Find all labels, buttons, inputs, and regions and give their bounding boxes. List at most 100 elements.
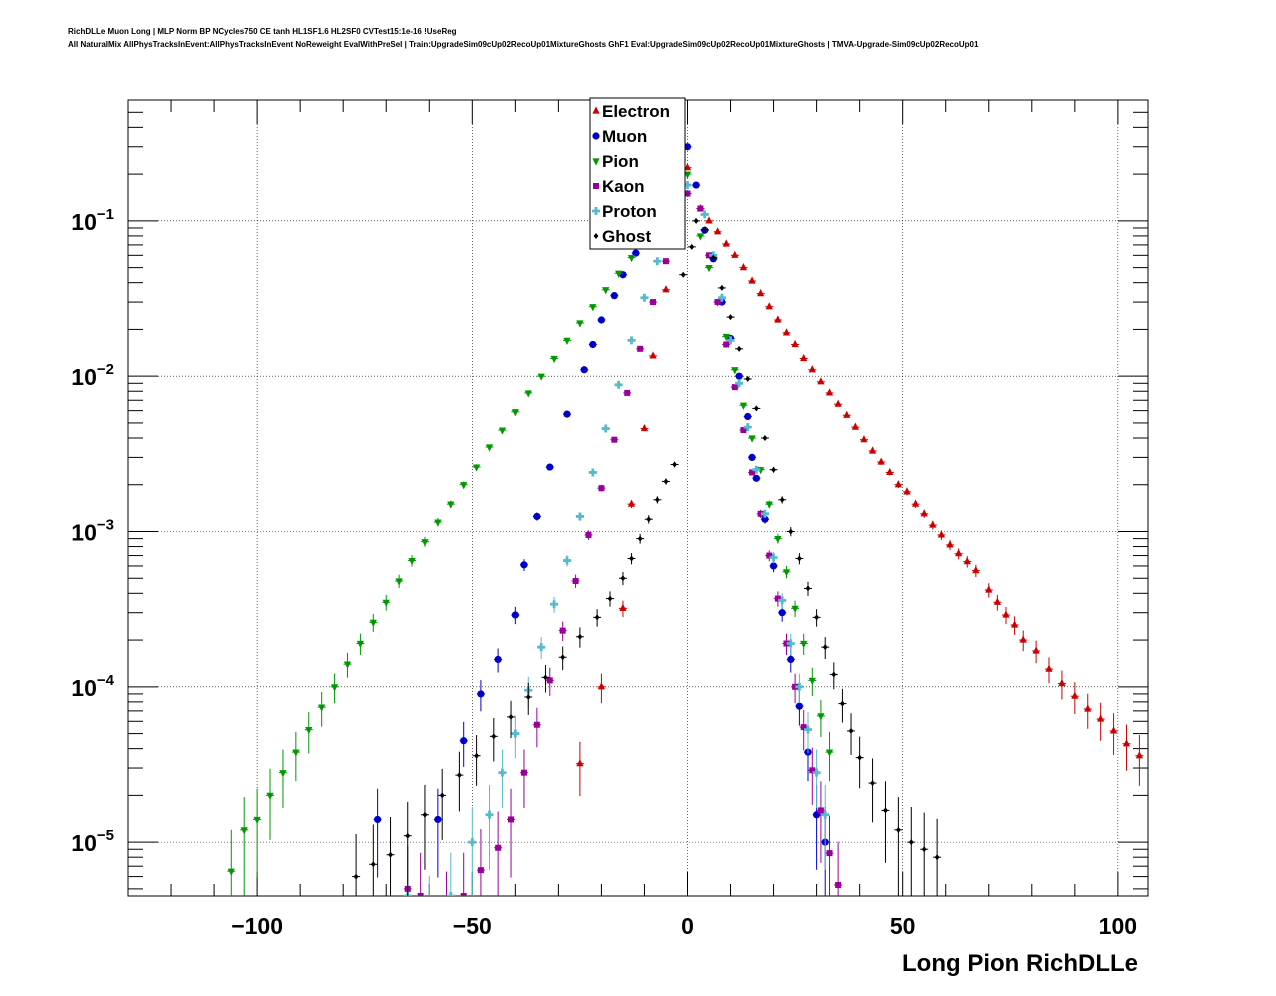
ghost-point (796, 555, 802, 562)
ghost-point (491, 733, 497, 740)
ghost-point (577, 633, 583, 640)
electron-point (1045, 664, 1053, 672)
ghost-point (422, 811, 428, 818)
pion-point (627, 255, 636, 263)
pion-point (382, 599, 390, 607)
proton-point (511, 729, 520, 738)
ghost-point (680, 271, 686, 278)
electron-point (1032, 646, 1040, 654)
pion-point (791, 605, 799, 613)
proton-point (778, 596, 787, 605)
pion-point (696, 233, 705, 241)
legend-label-ghost: Ghost (602, 227, 651, 246)
ghost-point (762, 434, 768, 441)
pion-point (498, 427, 507, 435)
electron-point (894, 480, 902, 488)
proton-point (627, 336, 636, 345)
muon-point (460, 737, 468, 745)
ghost-point (405, 832, 411, 839)
proton-point (653, 257, 662, 266)
electron-point (576, 759, 584, 767)
ghost-point (689, 243, 695, 250)
pion-point (511, 409, 519, 417)
electron-point (963, 557, 971, 565)
electron-point (649, 351, 657, 359)
kaon-point (598, 485, 605, 492)
proton-point (821, 810, 830, 819)
proton-point (795, 682, 804, 691)
ghost-point (934, 854, 940, 861)
muon-point (769, 562, 778, 570)
series-ghost (352, 217, 942, 896)
muon-point (744, 412, 752, 421)
electron-point (757, 289, 765, 297)
proton-point (575, 512, 584, 521)
proton-point (812, 768, 821, 777)
ghost-point (788, 528, 794, 535)
electron-point (800, 353, 808, 362)
electron-point (920, 509, 928, 517)
legend-label-electron: Electron (602, 102, 670, 121)
series-kaon (403, 190, 843, 896)
muon-point (632, 249, 640, 257)
electron-point (808, 365, 816, 373)
kaon-point (697, 205, 704, 212)
electron-point (597, 682, 606, 690)
pion-point (589, 304, 597, 312)
ghost-point (702, 226, 708, 233)
muon-point (533, 512, 541, 521)
legend-label-proton: Proton (602, 202, 657, 221)
pion-point (305, 727, 313, 735)
pion-point (524, 390, 532, 398)
kaon-point (800, 724, 807, 731)
ghost-point (908, 839, 914, 846)
pion-point (808, 677, 816, 685)
pion-point (817, 713, 825, 721)
kaon-point (757, 510, 764, 517)
pion-point (343, 661, 352, 669)
proton-point (425, 915, 433, 923)
pion-point (782, 569, 791, 577)
muon-point (511, 611, 519, 619)
kaon-point (572, 578, 579, 585)
proton-point (769, 553, 778, 562)
kaon-point (826, 850, 833, 857)
kaon-point (495, 844, 502, 851)
electron-point (860, 435, 868, 443)
electron-point (1097, 714, 1105, 722)
ghost-point (753, 405, 759, 412)
kaon-point (792, 683, 799, 690)
muon-point (610, 292, 618, 300)
kaon-point (749, 469, 756, 476)
x-tick-label: 0 (681, 913, 694, 939)
ghost-point (388, 851, 393, 858)
electron-point (868, 446, 877, 454)
ghost-point (895, 826, 901, 833)
ghost-point (883, 807, 888, 814)
electron-point (972, 566, 980, 574)
kaon-point (533, 721, 540, 728)
pion-point (240, 827, 248, 835)
kaon-point (520, 769, 527, 776)
pion-point (537, 373, 545, 381)
kaon-point (809, 767, 816, 774)
electron-point (731, 250, 739, 258)
proton-point (537, 643, 546, 652)
ghost-point (719, 284, 725, 291)
pion-point (292, 749, 300, 757)
legend-marker-ghost (593, 233, 599, 239)
proton-point (743, 423, 752, 432)
pion-point (731, 367, 739, 375)
y-tick-label: 10−4 (71, 672, 114, 701)
electron-point (739, 263, 748, 271)
kaon-point (774, 595, 781, 602)
proton-point (485, 810, 494, 819)
pion-point (765, 501, 773, 509)
muon-point (563, 410, 571, 418)
proton-point (726, 336, 735, 345)
electron-point (877, 457, 885, 465)
proton-point (700, 210, 709, 219)
kaon-point (731, 384, 738, 391)
ghost-point (370, 861, 376, 868)
